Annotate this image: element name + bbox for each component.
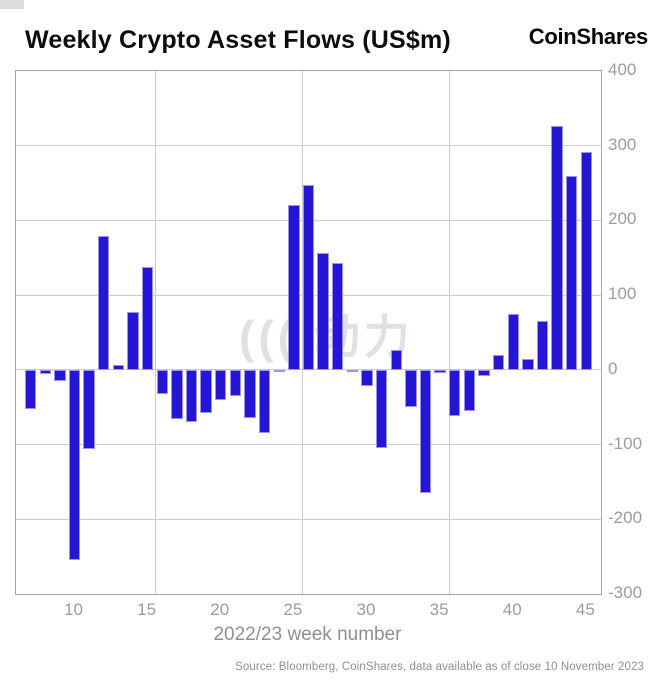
- bar-week-12: [98, 236, 110, 370]
- source-note: Source: Bloomberg, CoinShares, data avai…: [235, 661, 644, 673]
- bar-week-33: [405, 369, 417, 408]
- bar-week-43: [551, 126, 563, 370]
- bar-week-15: [141, 267, 154, 370]
- bar-week-7: [24, 369, 37, 409]
- bar-week-20: [215, 369, 227, 401]
- bar-week-19: [200, 369, 212, 414]
- gridline-y--100: [16, 444, 601, 446]
- y-tick-label-400: 400: [608, 60, 637, 79]
- bar-week-17: [171, 369, 183, 420]
- bar-week-11: [83, 369, 95, 450]
- bar-week-9: [54, 369, 66, 382]
- y-tick-label--100: -100: [608, 433, 643, 453]
- bar-week-16: [156, 369, 168, 395]
- gridline-x-35.65: [449, 71, 451, 594]
- x-tick-label-20: 20: [210, 600, 230, 619]
- gridline-y--200: [16, 518, 601, 520]
- bar-week-10: [68, 369, 81, 561]
- bar-week-39: [492, 354, 505, 370]
- bar-week-37: [463, 369, 476, 411]
- bar-week-14: [127, 312, 139, 370]
- x-tick-label-45: 45: [575, 600, 595, 619]
- coinshares-logo: CoinShares: [528, 24, 649, 49]
- bar-week-35: [434, 369, 446, 373]
- bar-week-18: [185, 369, 198, 423]
- bar-week-13: [112, 364, 125, 370]
- gridline-y-0: [16, 369, 601, 371]
- gridline-y-300: [16, 145, 601, 147]
- bar-week-29: [346, 369, 359, 373]
- gridline-x-15.55: [155, 71, 157, 594]
- y-tick-label-100: 100: [608, 284, 637, 304]
- bar-week-24: [273, 369, 285, 373]
- bar-week-28: [332, 263, 344, 370]
- x-tick-label-30: 30: [356, 600, 376, 619]
- bar-week-8: [39, 369, 51, 375]
- bar-week-34: [419, 369, 432, 494]
- bar-week-21: [229, 369, 242, 396]
- y-tick-label-0: 0: [608, 358, 618, 378]
- screenshot-artifact: [0, 0, 24, 9]
- bar-week-45: [580, 152, 593, 370]
- bar-week-38: [478, 369, 490, 376]
- bar-week-36: [449, 369, 461, 417]
- x-tick-label-15: 15: [137, 600, 157, 619]
- bar-week-31: [375, 369, 388, 448]
- bar-week-23: [258, 369, 271, 433]
- x-tick-label-25: 25: [283, 600, 303, 619]
- bar-week-26: [302, 185, 315, 370]
- y-tick-label-200: 200: [608, 209, 637, 229]
- bar-week-41: [522, 358, 534, 370]
- plot-area: ((( 动力: [15, 70, 602, 595]
- x-tick-label-35: 35: [429, 600, 449, 619]
- x-axis-title: 2022/23 week number: [213, 624, 402, 645]
- y-tick-label-300: 300: [608, 134, 637, 154]
- bar-week-44: [566, 176, 578, 370]
- bar-week-30: [361, 369, 373, 387]
- bar-week-42: [536, 320, 549, 370]
- bar-week-22: [244, 369, 256, 419]
- x-tick-label-10: 10: [64, 600, 83, 619]
- gridline-x-25.6: [302, 71, 304, 594]
- y-tick-label--300: -300: [608, 583, 643, 602]
- bar-week-40: [507, 313, 519, 370]
- bar-week-25: [288, 204, 300, 370]
- bar-week-32: [390, 349, 402, 370]
- chart-title: Weekly Crypto Asset Flows (US$m): [25, 26, 451, 54]
- x-tick-label-40: 40: [502, 600, 522, 619]
- bar-week-27: [317, 252, 329, 370]
- y-tick-label--200: -200: [608, 508, 643, 528]
